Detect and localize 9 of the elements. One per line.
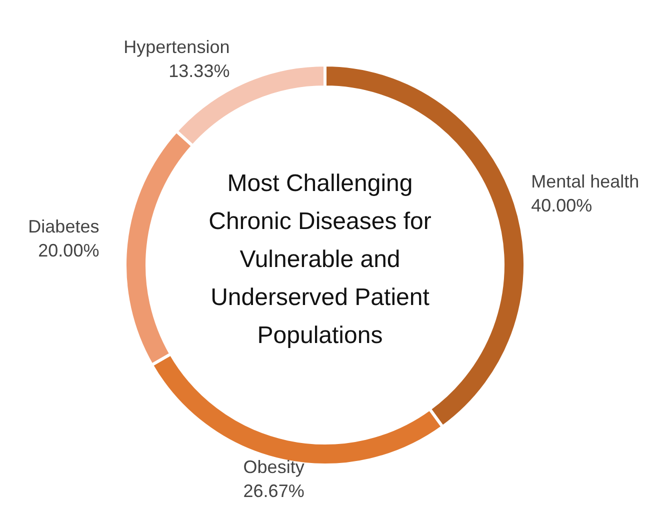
data-label: 26.67% (243, 481, 304, 502)
data-label: 40.00% (531, 195, 592, 216)
text: Most Challenging Chronic Diseases for Vulnerable and Underserved Patient Populations (208, 169, 432, 351)
slice-label: Diabetes (28, 216, 100, 237)
data-label: 13.33% (168, 61, 230, 82)
slice-label: Obesity (243, 457, 304, 478)
data-label: 20.00% (38, 240, 100, 261)
slice-label: Mental health (531, 171, 640, 192)
slice-label: Hypertension (124, 37, 230, 58)
